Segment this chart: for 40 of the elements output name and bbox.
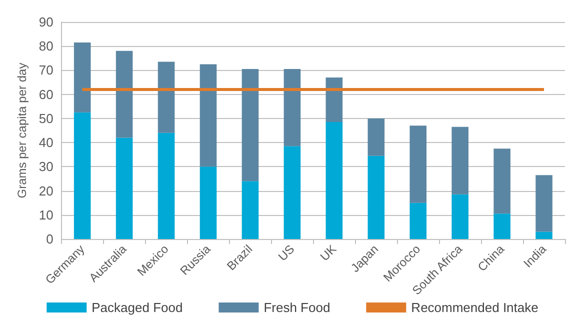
x-tick-label: UK bbox=[317, 242, 340, 264]
y-tick-label: 70 bbox=[38, 62, 54, 78]
y-tick-label: 90 bbox=[38, 14, 54, 30]
bar bbox=[326, 122, 343, 239]
y-tick-label: 40 bbox=[38, 135, 54, 150]
bar bbox=[242, 181, 259, 239]
bar bbox=[410, 202, 426, 239]
legend-label: Packaged Food bbox=[92, 300, 183, 315]
x-tick-label: US bbox=[275, 242, 298, 264]
bar bbox=[368, 118, 385, 156]
bar bbox=[494, 148, 510, 214]
y-tick-label: 50 bbox=[38, 110, 54, 126]
bar bbox=[452, 126, 468, 194]
bar bbox=[368, 156, 385, 239]
bar bbox=[242, 69, 259, 182]
bar bbox=[536, 232, 552, 239]
bar bbox=[326, 77, 343, 122]
y-tick-label: 30 bbox=[38, 159, 54, 174]
y-tick-label: 10 bbox=[38, 207, 54, 222]
bar bbox=[74, 42, 91, 112]
legend-label: Fresh Food bbox=[264, 300, 330, 315]
bar bbox=[200, 166, 217, 239]
y-tick-label: 0 bbox=[46, 232, 54, 246]
y-tick-label: 80 bbox=[38, 38, 54, 54]
bar bbox=[284, 146, 301, 239]
bar bbox=[116, 50, 133, 138]
bar bbox=[284, 69, 301, 146]
bar bbox=[494, 214, 510, 239]
bar bbox=[200, 64, 217, 167]
y-axis-title: Grams per capita per day bbox=[15, 62, 29, 198]
bar bbox=[158, 62, 175, 133]
bar bbox=[536, 175, 552, 232]
legend-label: Recommended Intake bbox=[411, 300, 538, 315]
bar bbox=[452, 194, 468, 239]
y-tick-label: 60 bbox=[38, 86, 54, 102]
bar bbox=[158, 132, 175, 239]
y-tick-label: 20 bbox=[38, 183, 54, 198]
bar bbox=[410, 126, 426, 203]
bar bbox=[74, 112, 91, 239]
bar bbox=[116, 138, 133, 239]
